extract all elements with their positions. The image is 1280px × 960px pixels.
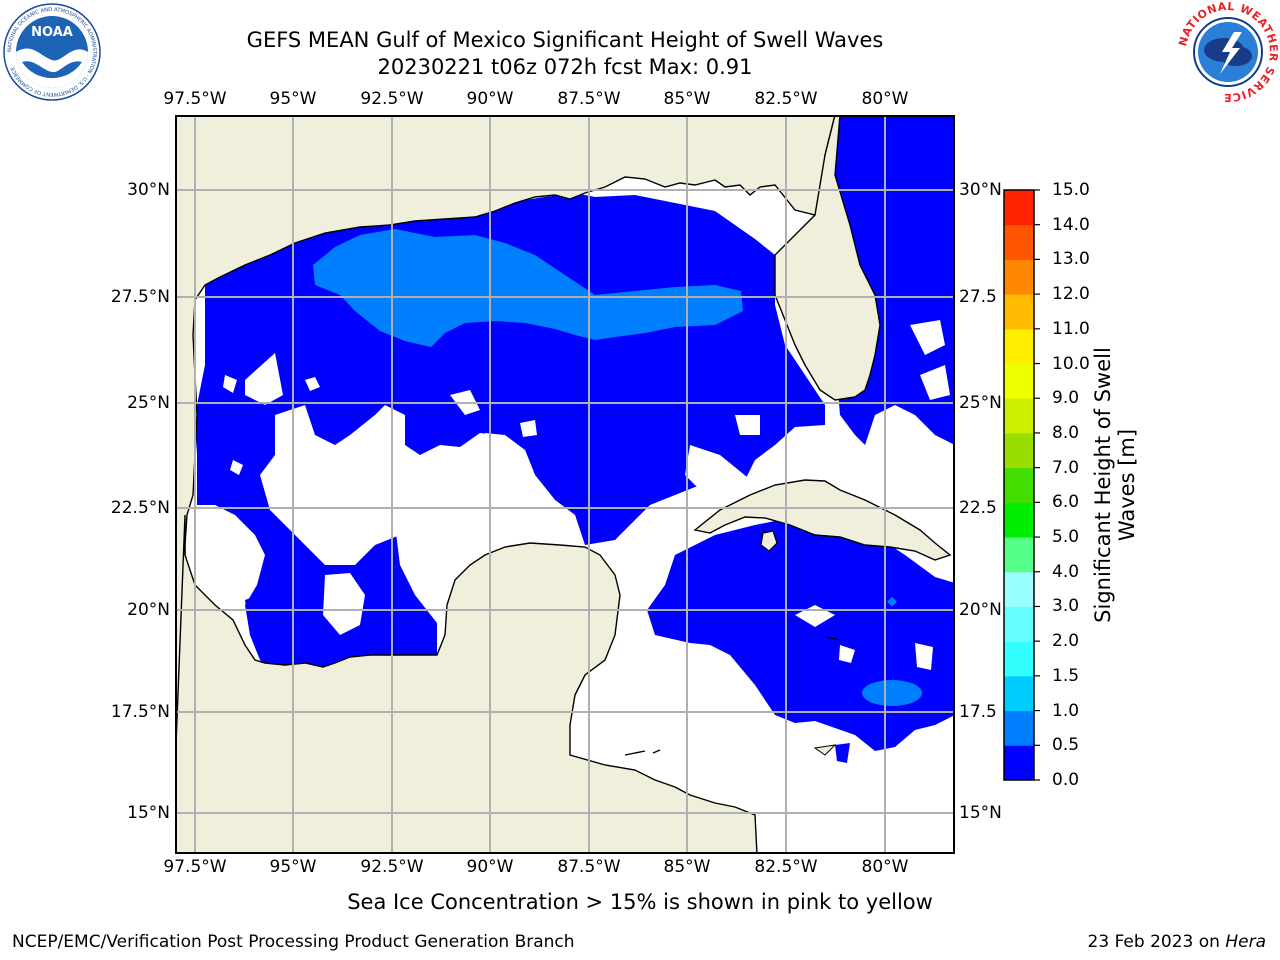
colorbar-tick-label: 13.0	[1052, 249, 1090, 270]
lon-tick-bottom: 80°W	[861, 857, 909, 877]
colorbar-tick-label: 11.0	[1052, 318, 1090, 339]
colorbar-segment	[1004, 710, 1034, 746]
lon-tick-top: 82.5°W	[754, 89, 818, 109]
colorbar-title: Significant Height of Swell Waves [m]	[1091, 347, 1139, 623]
sea-ice-note: Sea Ice Concentration > 15% is shown in …	[347, 890, 933, 914]
swell-band-0-5-to-1	[313, 229, 743, 347]
colorbar-segment	[1004, 571, 1034, 607]
colorbar-segment	[1004, 606, 1034, 642]
colorbar-tick-label: 14.0	[1052, 214, 1090, 235]
lat-tick-left: 17.5°N	[110, 702, 170, 722]
chart-subtitle: 20230221 t06z 072h fcst Max: 0.91	[377, 55, 753, 79]
colorbar-tick-label: 15.0	[1052, 180, 1090, 200]
chart-title: GEFS MEAN Gulf of Mexico Significant Hei…	[246, 28, 884, 52]
colorbar-segment	[1004, 294, 1034, 330]
noaa-logo-text: NOAA	[31, 25, 73, 40]
colorbar-tick-label: 6.0	[1052, 492, 1080, 513]
map-frame	[175, 115, 955, 854]
lon-tick-bottom: 97.5°W	[163, 857, 227, 877]
colorbar-segment	[1004, 502, 1034, 538]
lat-tick-right: 27.5	[959, 287, 997, 307]
land-mexico	[175, 514, 758, 854]
nws-logo: NATIONAL WEATHER SERVICE	[1178, 2, 1278, 102]
noaa-logo: NOAA NATIONAL OCEANIC AND ATMOSPHERIC AD…	[3, 3, 101, 101]
colorbar-tick-label: 7.0	[1052, 457, 1080, 478]
colorbar-tick-label: 8.0	[1052, 422, 1080, 443]
lon-tick-bottom: 82.5°W	[754, 857, 818, 877]
colorbar-segment	[1004, 675, 1034, 712]
lon-tick-bottom: 87.5°W	[557, 857, 621, 877]
swell-band-caribbean-patch	[862, 680, 922, 706]
footer-host: Hera	[1225, 932, 1266, 952]
colorbar-tick-label: 12.0	[1052, 284, 1090, 305]
colorbar-tick-label: 1.5	[1052, 665, 1080, 686]
lon-tick-bottom: 85°W	[663, 857, 711, 877]
colorbar-tick-label: 2.0	[1052, 631, 1080, 652]
lat-tick-left: 22.5°N	[110, 498, 170, 518]
colorbar-segment	[1004, 224, 1034, 260]
lat-tick-left: 27.5°N	[110, 287, 170, 307]
colorbar-tick-label: 4.0	[1052, 561, 1080, 582]
lat-tick-right: 20°N	[959, 600, 1002, 620]
colorbar-segment	[1004, 537, 1034, 573]
graticule	[175, 115, 955, 854]
lon-tick-top: 80°W	[861, 89, 909, 109]
lon-tick-top: 95°W	[269, 89, 317, 109]
lat-tick-right: 17.5	[959, 702, 997, 722]
land-florida	[774, 115, 881, 401]
lat-tick-left: 30°N	[127, 180, 170, 200]
colorbar-tick-label: 5.0	[1052, 527, 1080, 548]
footer-credit: NCEP/EMC/Verification Post Processing Pr…	[12, 932, 575, 952]
lon-tick-top: 90°W	[466, 89, 514, 109]
colorbar-segment	[1004, 467, 1034, 503]
colorbar-segment	[1004, 363, 1034, 399]
colorbar-segment	[1004, 398, 1034, 434]
colorbar-segment	[1004, 641, 1034, 677]
colorbar-tick-label: 9.0	[1052, 388, 1080, 409]
lon-tick-bottom: 95°W	[269, 857, 317, 877]
lon-tick-top: 97.5°W	[163, 89, 227, 109]
colorbar-segment	[1004, 432, 1034, 469]
colorbar	[1003, 189, 1040, 781]
lon-tick-top: 92.5°W	[360, 89, 424, 109]
map-panel	[175, 115, 955, 854]
colorbar-tick-label: 0.0	[1052, 770, 1080, 790]
colorbar-tick-label: 10.0	[1052, 353, 1090, 374]
lat-tick-right: 30°N	[959, 180, 1002, 200]
lat-tick-right: 15°N	[959, 803, 1002, 823]
lon-tick-bottom: 92.5°W	[360, 857, 424, 877]
lat-tick-left: 15°N	[127, 803, 170, 823]
lat-tick-right: 25°N	[959, 393, 1002, 413]
lat-tick-right: 22.5	[959, 498, 997, 518]
colorbar-tick-label: 3.0	[1052, 596, 1080, 617]
lon-tick-top: 87.5°W	[557, 89, 621, 109]
colorbar-tick-label: 0.5	[1052, 735, 1080, 756]
colorbar-frame	[1003, 189, 1035, 781]
lat-tick-left: 20°N	[127, 600, 170, 620]
lon-tick-top: 85°W	[663, 89, 711, 109]
colorbar-segment	[1004, 745, 1034, 781]
colorbar-segment	[1004, 190, 1034, 226]
lon-tick-bottom: 90°W	[466, 857, 514, 877]
lat-tick-left: 25°N	[127, 393, 170, 413]
footer-date: 23 Feb 2023 on Hera	[1087, 932, 1266, 952]
colorbar-segment	[1004, 259, 1034, 295]
colorbar-tick-label: 1.0	[1052, 700, 1080, 721]
colorbar-segment	[1004, 328, 1034, 365]
land-cuba	[693, 479, 952, 561]
